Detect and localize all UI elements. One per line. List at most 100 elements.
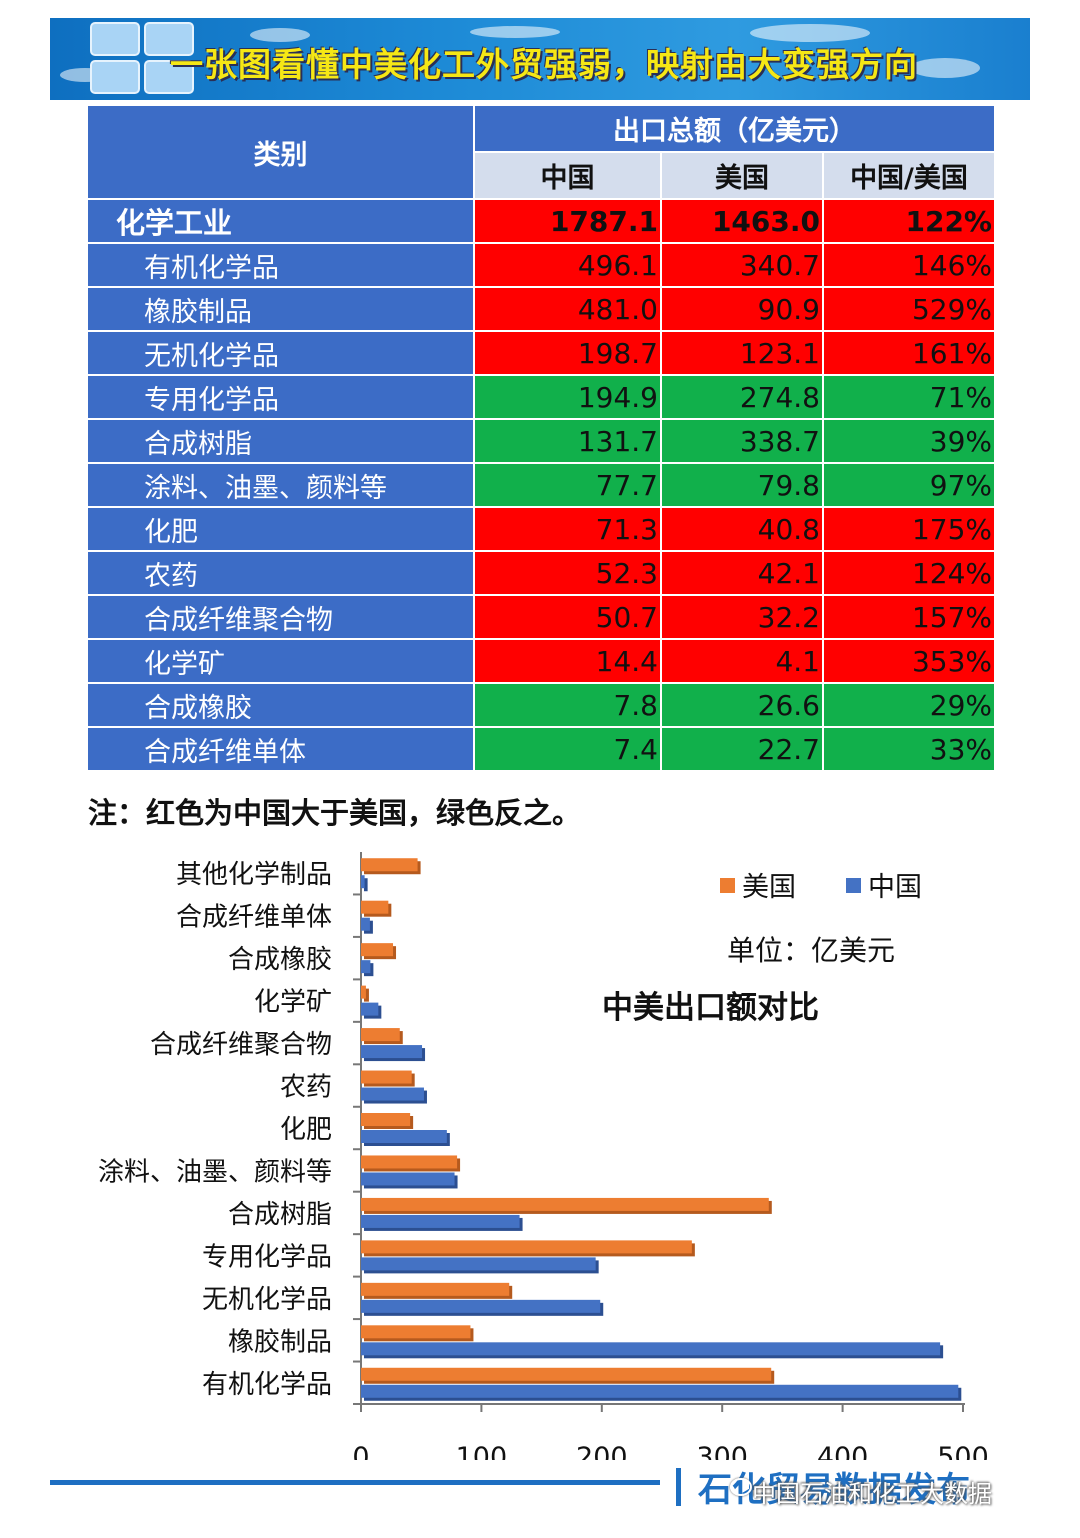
x-tick-label: 200 [576,1442,628,1460]
row-usa-value: 26.6 [660,682,824,728]
bar-usa [361,1070,412,1084]
row-category: 化学工业 [86,198,475,244]
watermark: 中国石油和化工大数据 [752,1480,992,1508]
footer-divider [676,1468,681,1506]
bar-usa [361,1367,772,1381]
table-row: 有机化学品 496.1 340.7 146% [86,242,996,288]
legend-label-usa: 美国 [742,872,796,903]
bar-china [361,1214,520,1228]
row-usa-value: 32.2 [660,594,824,640]
row-ratio-value: 161% [822,330,996,376]
row-ratio-value: 122% [822,198,996,244]
row-usa-value: 4.1 [660,638,824,684]
row-china-value: 71.3 [473,506,662,552]
y-category-label: 专用化学品 [202,1242,332,1272]
bar-usa [361,1240,692,1254]
row-category: 专用化学品 [86,374,475,420]
header-china: 中国 [473,151,662,200]
bar-china [361,1045,423,1059]
row-category: 农药 [86,550,475,596]
row-ratio-value: 146% [822,242,996,288]
row-category: 合成树脂 [86,418,475,464]
page-title: 一张图看懂中美化工外贸强弱，映射由大变强方向 [170,45,918,84]
y-category-label: 化学矿 [254,988,332,1018]
table-row: 专用化学品 194.9 274.8 71% [86,374,996,420]
header-export-total: 出口总额（亿美元） [473,104,996,153]
bar-usa [361,900,389,914]
export-comparison-chart: 0 100 200 300 400 500 有机化学品 橡胶制品 无机化学品 专用化学品 合成树脂 涂… [98,852,989,1460]
row-ratio-value: 529% [822,286,996,332]
header-category: 类别 [86,104,475,200]
row-usa-value: 90.9 [660,286,824,332]
x-tick-label: 400 [817,1442,869,1460]
grid-logo-icon [90,22,196,96]
y-category-label: 化肥 [280,1115,332,1145]
row-china-value: 14.4 [473,638,662,684]
bar-usa [361,943,394,957]
row-ratio-value: 71% [822,374,996,420]
bar-usa [361,1113,411,1126]
y-category-label: 合成橡胶 [228,945,332,975]
row-usa-value: 338.7 [660,418,824,464]
wechat-icon [730,1478,752,1496]
row-ratio-value: 353% [822,638,996,684]
table-row: 化肥 71.3 40.8 175% [86,506,996,552]
row-china-value: 496.1 [473,242,662,288]
unit-label: 单位：亿美元 [727,934,895,967]
row-ratio-value: 39% [822,418,996,464]
y-category-label: 农药 [280,1073,332,1103]
row-china-value: 1787.1 [473,198,662,244]
row-china-value: 50.7 [473,594,662,640]
table-row: 合成纤维聚合物 50.7 32.2 157% [86,594,996,640]
x-tick-label: 100 [456,1442,508,1460]
row-china-value: 7.8 [473,682,662,728]
table-row: 涂料、油墨、颜料等 77.7 79.8 97% [86,462,996,508]
legend-swatch-usa [720,878,735,893]
bar-china [361,1172,455,1186]
bar-usa [361,985,366,999]
row-category: 有机化学品 [86,242,475,288]
export-table: 类别 出口总额（亿美元） 中国 美国 中国/美国 化学工业 1787.1 1463.… [86,104,996,772]
legend-swatch-china [846,878,861,893]
row-category: 合成橡胶 [86,682,475,728]
bar-china [361,1257,596,1271]
row-category: 无机化学品 [86,330,475,376]
bar-shadow-usa [364,988,369,1002]
row-category: 涂料、油墨、颜料等 [86,462,475,508]
table-row: 橡胶制品 481.0 90.9 529% [86,286,996,332]
table-row: 合成纤维单体 7.4 22.7 33% [86,726,996,772]
chart-title: 中美出口额对比 [602,990,819,1026]
row-category: 合成纤维单体 [86,726,475,772]
y-category-label: 有机化学品 [202,1370,332,1400]
row-ratio-value: 33% [822,726,996,772]
y-category-label: 合成纤维聚合物 [150,1030,332,1060]
x-tick-label: 0 [352,1442,369,1460]
row-china-value: 481.0 [473,286,662,332]
bar-usa [361,1282,510,1296]
row-usa-value: 274.8 [660,374,824,420]
row-ratio-value: 124% [822,550,996,596]
row-china-value: 52.3 [473,550,662,596]
bar-china [361,1384,959,1398]
table-row: 化学工业 1787.1 1463.0 122% [86,198,996,244]
legend-label-china: 中国 [868,872,922,903]
y-category-label: 其他化学制品 [176,860,332,890]
row-usa-value: 40.8 [660,506,824,552]
row-usa-value: 1463.0 [660,198,824,244]
row-usa-value: 123.1 [660,330,824,376]
bar-china [361,875,365,889]
row-usa-value: 42.1 [660,550,824,596]
y-category-label: 合成纤维单体 [176,903,332,933]
bar-china [361,1002,379,1016]
footer-rule [50,1480,660,1485]
header-ratio: 中国/美国 [822,151,996,200]
table-row: 合成橡胶 7.8 26.6 29% [86,682,996,728]
row-category: 化肥 [86,506,475,552]
row-ratio-value: 97% [822,462,996,508]
bar-usa [361,858,418,872]
table-row: 农药 52.3 42.1 124% [86,550,996,596]
bar-china [361,1087,424,1101]
bar-usa [361,1197,769,1211]
table-row: 合成树脂 131.7 338.7 39% [86,418,996,464]
x-tick-label: 500 [937,1442,989,1460]
